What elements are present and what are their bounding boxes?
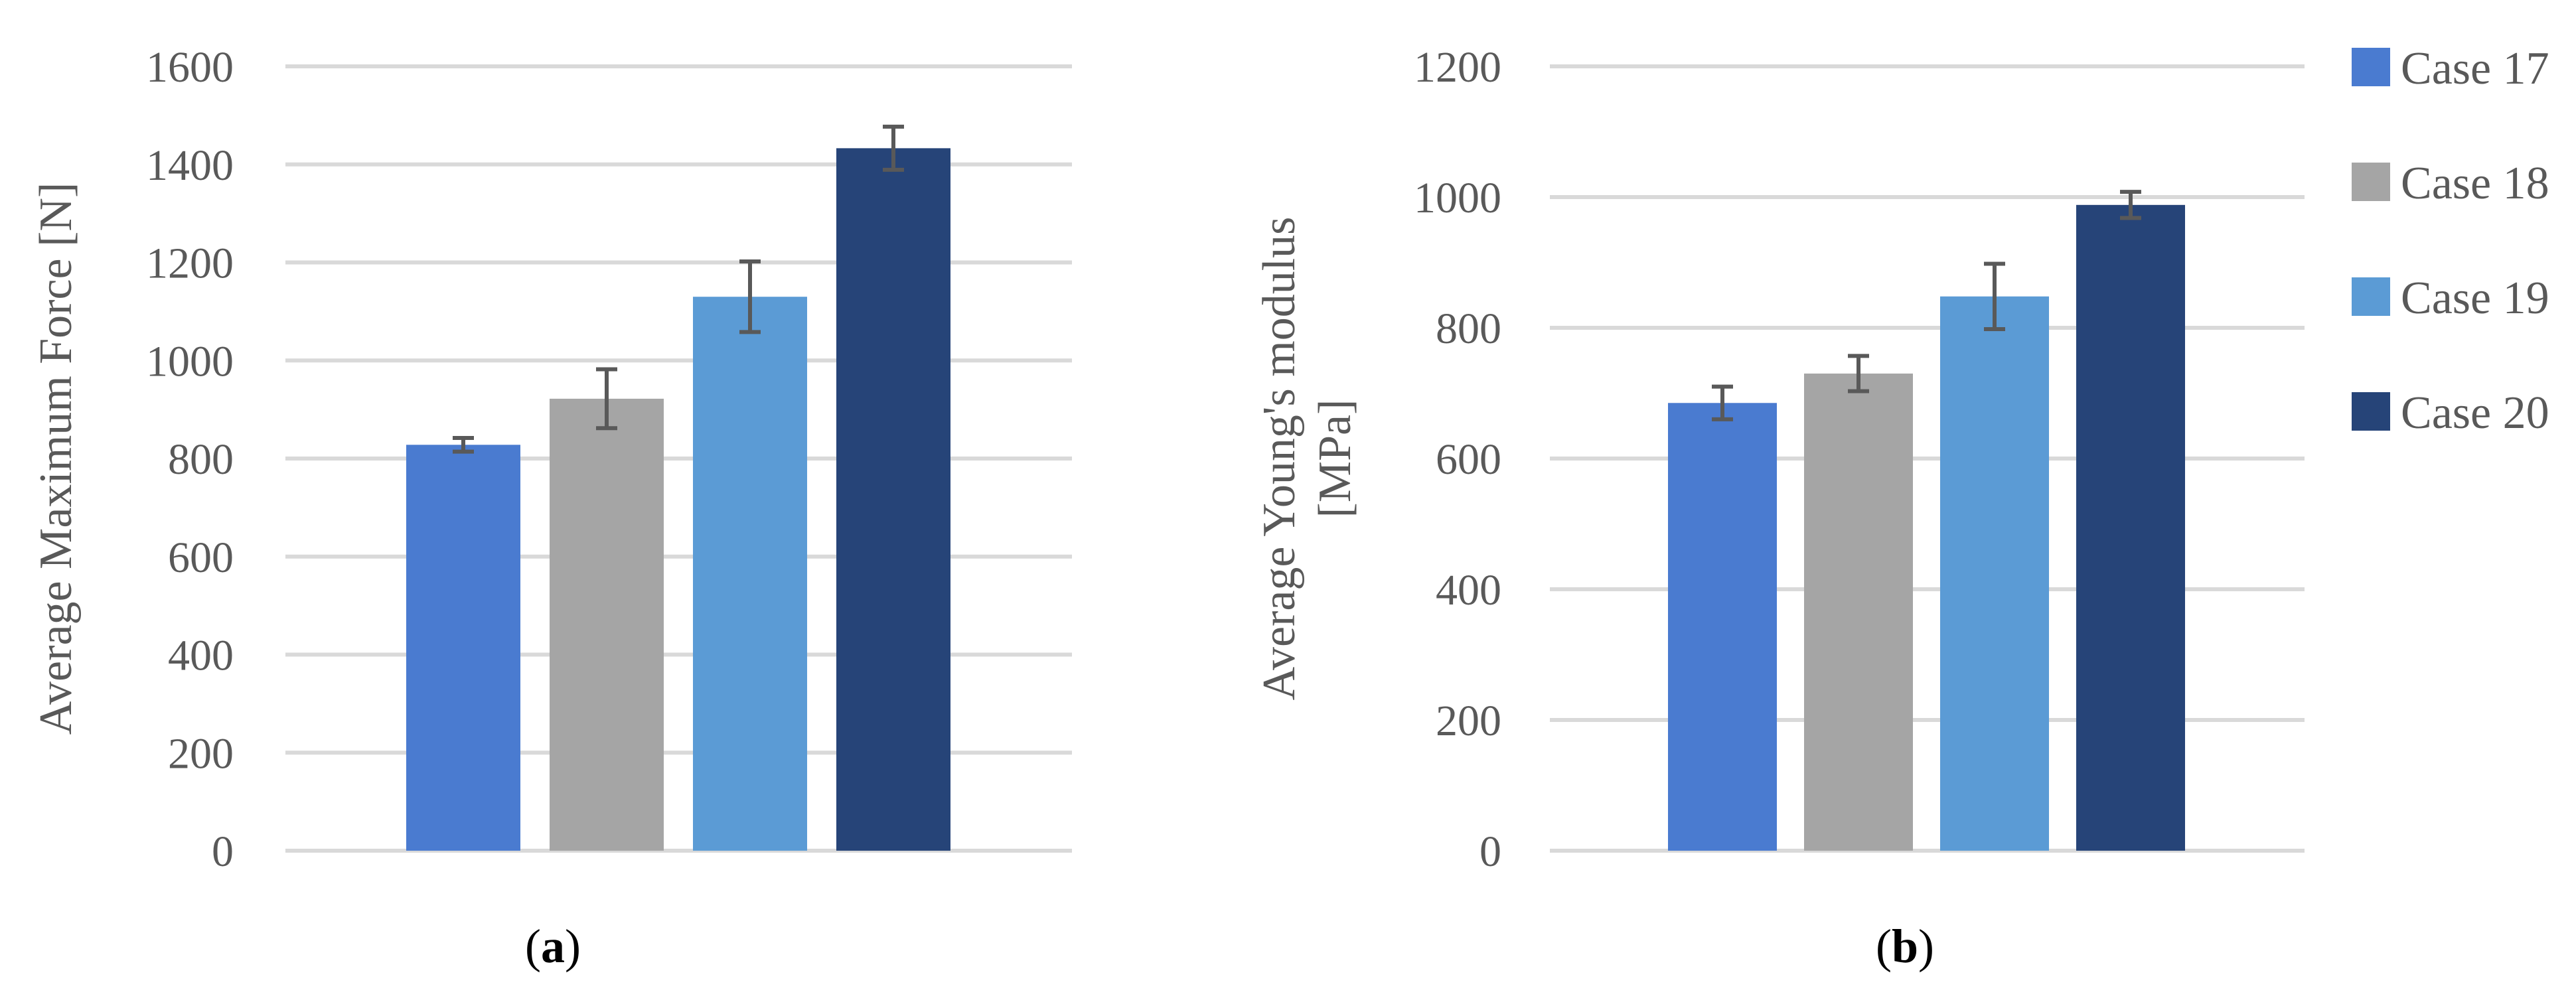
legend-item: Case 19	[2352, 273, 2549, 324]
legend-item: Case 18	[2352, 158, 2549, 209]
y-tick-label: 600	[168, 534, 234, 582]
y-tick-label: 800	[168, 435, 234, 484]
y-tick-label: 0	[1479, 827, 1501, 876]
y-axis-label-line: [MPa]	[1310, 399, 1361, 518]
y-axis-label: Average Maximum Force [N]	[31, 182, 82, 735]
panel-letter: a	[541, 920, 565, 973]
error-bar	[1984, 261, 2005, 331]
legend-label: Case 17	[2401, 43, 2549, 94]
legend-swatch	[2352, 392, 2390, 431]
y-axis-label-line: Average Young's modulus	[1254, 217, 1305, 701]
error-bar	[596, 367, 617, 431]
y-tick-label: 800	[1436, 305, 1501, 353]
legend-item: Case 20	[2352, 388, 2549, 439]
bar-case-20	[836, 148, 950, 851]
bar-case-17	[406, 445, 520, 851]
error-bar	[2120, 190, 2141, 220]
panel-a-chart: 0 200 400 600 800 1000 1200 1400 1600 Average Max…	[31, 43, 1072, 973]
y-tick-label: 1200	[146, 240, 234, 288]
y-tick-label: 200	[168, 729, 234, 778]
panel-letter: b	[1892, 920, 1918, 973]
legend-swatch	[2352, 48, 2390, 86]
y-tick-label: 1000	[1414, 174, 1501, 222]
y-tick-label: 200	[1436, 697, 1501, 745]
error-bar	[453, 435, 474, 454]
error-bar	[739, 259, 761, 334]
panel-label: (b)	[1876, 920, 1934, 973]
bar-case-20	[2076, 204, 2185, 851]
panel-b-chart: 0 200 400 600 800 1000 1200 Average Young's mod…	[1254, 43, 2305, 973]
legend-label: Case 20	[2401, 388, 2549, 439]
y-tick-label: 400	[168, 632, 234, 680]
error-bar	[1848, 354, 1869, 393]
legend-label: Case 18	[2401, 158, 2549, 209]
bar-case-18	[550, 398, 664, 851]
y-tick-label: 1400	[146, 141, 234, 190]
panel-label: (a)	[525, 920, 581, 973]
bar-case-19	[693, 297, 807, 851]
y-axis-label: Average Young's modulus [MPa]	[1254, 217, 1361, 701]
y-tick-label: 1000	[146, 337, 234, 386]
bar-case-19	[1940, 296, 2049, 851]
error-bar	[883, 124, 904, 172]
legend-item: Case 17	[2352, 43, 2549, 94]
error-bar	[1712, 384, 1733, 421]
legend-swatch	[2352, 163, 2390, 201]
bar-case-17	[1668, 403, 1777, 851]
legend-swatch	[2352, 277, 2390, 316]
y-tick-label: 400	[1436, 566, 1501, 614]
legend-label: Case 19	[2401, 273, 2549, 324]
y-tick-label: 600	[1436, 435, 1501, 484]
y-tick-label: 1600	[146, 43, 234, 92]
y-tick-label: 0	[212, 827, 234, 876]
y-tick-label: 1200	[1414, 43, 1501, 92]
bar-case-18	[1804, 373, 1913, 851]
legend: Case 17 Case 18 Case 19 Case 20	[2352, 43, 2549, 439]
